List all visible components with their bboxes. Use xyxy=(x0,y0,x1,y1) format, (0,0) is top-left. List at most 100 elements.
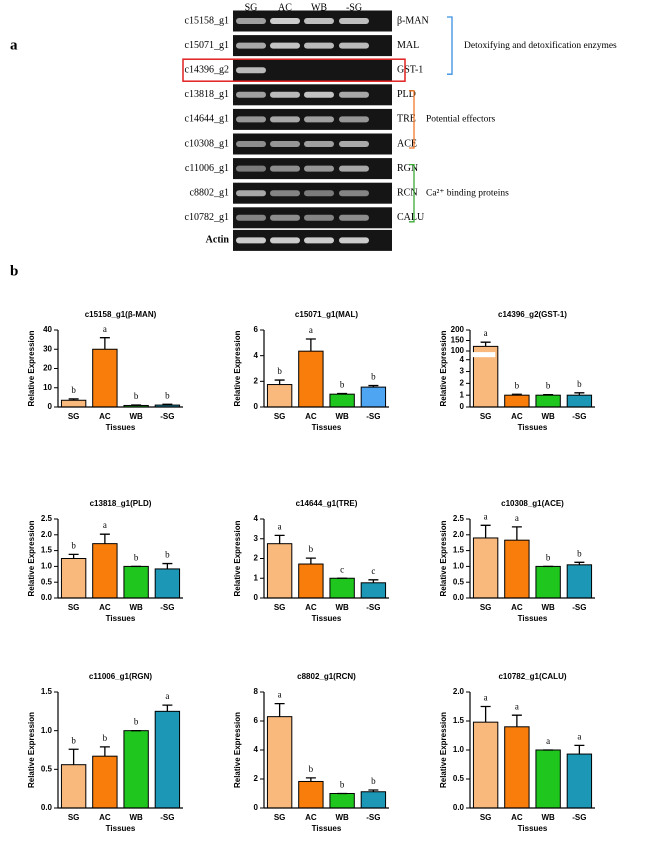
gel-band xyxy=(304,165,334,172)
error-bar xyxy=(574,392,585,396)
x-tick-label: AC xyxy=(99,412,111,421)
y-axis-label: Relative Expression xyxy=(233,712,242,788)
x-tick-label: SG xyxy=(68,813,80,822)
gel-band xyxy=(236,214,266,221)
bar xyxy=(535,394,561,408)
y-axis-label: Relative Expression xyxy=(439,330,448,406)
x-tick-label: -SG xyxy=(572,813,586,822)
significance-letter: a xyxy=(546,736,550,746)
y-tick-label: 0 xyxy=(254,593,259,602)
gel-band xyxy=(339,165,369,172)
y-tick-label: 4 xyxy=(254,514,259,523)
error-bar xyxy=(68,398,79,401)
y-tick-label: 0.5 xyxy=(453,577,465,586)
bar xyxy=(472,721,499,809)
bar xyxy=(329,793,355,809)
bar xyxy=(566,564,593,599)
y-tick-label: 4 xyxy=(254,745,259,754)
y-tick-label: 1.0 xyxy=(453,562,465,571)
gel-row xyxy=(233,59,392,81)
error-bar xyxy=(368,384,379,388)
significance-letter: a xyxy=(484,328,488,338)
x-tick-label: -SG xyxy=(572,603,586,612)
significance-letter: b xyxy=(309,544,314,554)
y-tick-label: 40 xyxy=(43,325,52,334)
gel-band xyxy=(339,42,369,49)
gel-band xyxy=(236,116,266,123)
gel-band xyxy=(270,141,300,147)
significance-letter: b xyxy=(71,540,76,550)
gene-name: TRE xyxy=(397,114,416,125)
gene-id: c13818_g1 xyxy=(185,89,229,100)
x-axis-label: Tissues xyxy=(106,614,136,623)
error-bar xyxy=(574,561,585,565)
bar xyxy=(298,780,324,809)
x-axis-label: Tissues xyxy=(106,824,136,833)
y-tick-label: 0 xyxy=(254,402,259,411)
gene-name: ACE xyxy=(397,138,417,149)
error-bar xyxy=(480,705,491,723)
bar xyxy=(535,565,561,599)
gel-band xyxy=(304,190,334,197)
y-tick-label: 30 xyxy=(43,344,52,353)
y-tick-label: 4 xyxy=(254,351,259,360)
error-bar xyxy=(511,714,522,727)
x-tick-label: -SG xyxy=(572,412,586,421)
x-tick-label: WB xyxy=(541,412,555,421)
bar xyxy=(504,726,530,809)
x-tick-label: SG xyxy=(480,813,492,822)
gel-band xyxy=(236,237,266,244)
y-tick-label: 150 xyxy=(451,336,465,345)
gel-band xyxy=(304,116,334,123)
x-axis-label: Tissues xyxy=(518,423,548,432)
x-tick-label: SG xyxy=(68,603,80,612)
y-tick-label: 2 xyxy=(254,774,259,783)
lane-label: AC xyxy=(278,2,292,13)
gene-name: MAL xyxy=(397,40,419,51)
gel-band xyxy=(304,42,334,49)
x-tick-label: WB xyxy=(335,412,349,421)
gel-band xyxy=(236,67,266,74)
group-bracket xyxy=(409,163,415,223)
significance-letter: a xyxy=(515,513,519,523)
gel-band xyxy=(304,91,334,98)
significance-letter: b xyxy=(309,764,314,774)
bar xyxy=(92,755,118,809)
error-bar xyxy=(511,393,522,396)
gel-band xyxy=(304,237,334,244)
x-tick-label: SG xyxy=(68,412,80,421)
gene-id: c8802_g1 xyxy=(190,187,229,198)
bar xyxy=(92,543,118,599)
bar xyxy=(154,710,181,809)
error-bar xyxy=(337,392,348,395)
error-bar xyxy=(574,744,585,755)
significance-letter: b xyxy=(71,735,76,745)
gel-band xyxy=(304,214,334,221)
significance-letter: a xyxy=(484,693,488,703)
significance-letter: b xyxy=(546,381,551,391)
gene-id: c10308_g1 xyxy=(185,138,229,149)
x-tick-label: SG xyxy=(480,603,492,612)
significance-letter: a xyxy=(165,691,169,701)
significance-letter: b xyxy=(371,372,376,382)
gel-band xyxy=(270,214,300,221)
bar xyxy=(504,394,530,408)
y-tick-label: 2 xyxy=(254,376,259,385)
chart-title: c10782_g1(CALU) xyxy=(498,672,566,681)
bar xyxy=(298,350,324,408)
bar xyxy=(266,716,293,809)
y-tick-label: 0 xyxy=(460,402,465,411)
x-tick-label: AC xyxy=(511,603,523,612)
gel-band xyxy=(304,141,334,147)
x-tick-label: SG xyxy=(274,813,286,822)
y-tick-label: 4 xyxy=(460,355,465,364)
gene-id: c14396_g2 xyxy=(185,64,229,75)
bar xyxy=(504,539,530,599)
panel-label: b xyxy=(10,263,18,279)
y-tick-label: 3 xyxy=(460,367,465,376)
significance-letter: b xyxy=(165,390,170,400)
gel-band xyxy=(270,91,300,98)
significance-letter: a xyxy=(278,521,282,531)
chart-title: c8802_g1(RCN) xyxy=(297,672,356,681)
